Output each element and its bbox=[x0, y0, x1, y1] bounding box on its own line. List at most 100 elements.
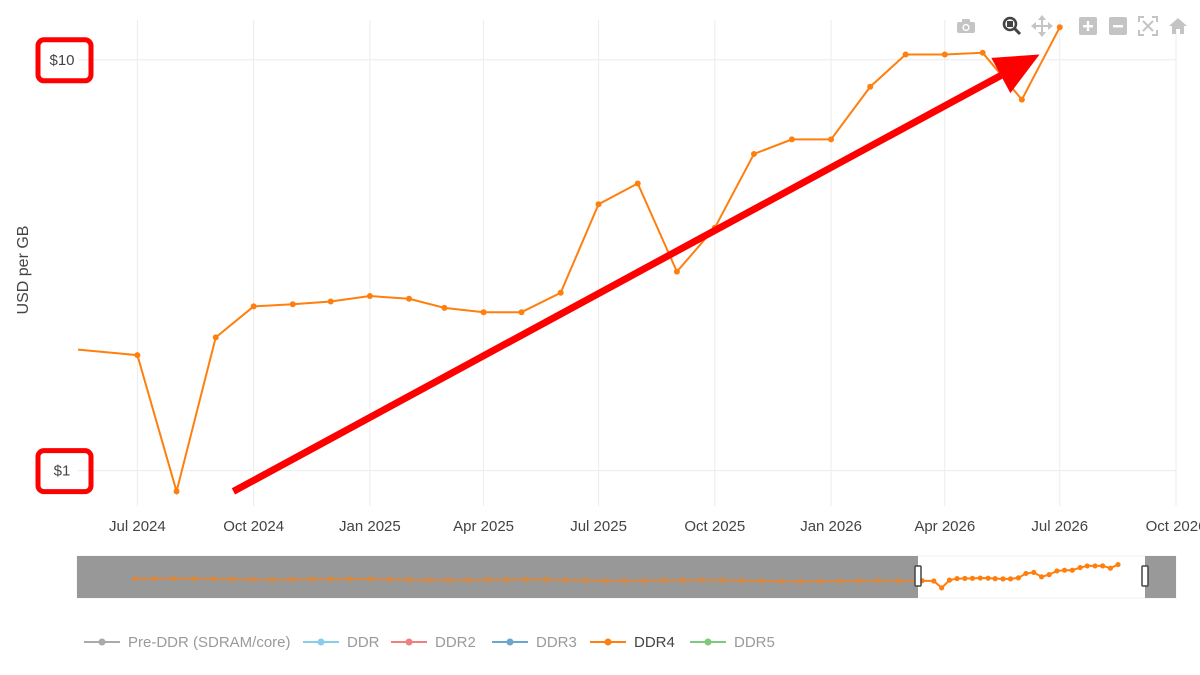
x-tick-label: Jul 2024 bbox=[109, 518, 166, 535]
series-line-ddr4 bbox=[78, 26, 1061, 496]
range-slider[interactable] bbox=[76, 555, 1177, 599]
range-slider-point bbox=[328, 576, 334, 582]
plot-area[interactable] bbox=[78, 24, 1063, 496]
camera-icon[interactable] bbox=[954, 14, 978, 38]
range-slider-handle-right[interactable] bbox=[1141, 565, 1149, 587]
range-slider-point bbox=[817, 578, 823, 584]
modebar bbox=[954, 14, 1190, 38]
x-tick-label: Oct 2026 bbox=[1146, 518, 1200, 535]
data-point[interactable] bbox=[327, 298, 334, 305]
pan-icon[interactable] bbox=[1030, 14, 1054, 38]
data-point[interactable] bbox=[134, 352, 141, 359]
data-point[interactable] bbox=[595, 201, 602, 208]
x-tick-label: Jul 2026 bbox=[1031, 518, 1088, 535]
range-slider-point bbox=[931, 578, 937, 584]
data-point[interactable] bbox=[366, 293, 373, 300]
range-slider-point bbox=[837, 578, 843, 584]
x-tick-label: Oct 2024 bbox=[223, 518, 284, 535]
y-tick-label: $10 bbox=[49, 52, 74, 69]
range-slider-point bbox=[1007, 576, 1014, 582]
data-point[interactable] bbox=[979, 49, 986, 56]
range-slider-point bbox=[465, 577, 471, 583]
data-point[interactable] bbox=[173, 488, 180, 495]
range-slider-point bbox=[660, 577, 667, 584]
range-slider-point bbox=[230, 576, 236, 582]
range-slider-point bbox=[719, 577, 725, 583]
range-slider-point bbox=[406, 577, 412, 583]
reset-axes-icon[interactable] bbox=[1166, 14, 1190, 38]
data-point[interactable] bbox=[941, 51, 948, 58]
data-point[interactable] bbox=[406, 295, 413, 302]
range-slider-point bbox=[962, 575, 968, 582]
legend-label: DDR bbox=[347, 634, 380, 651]
legend-swatch-marker bbox=[506, 638, 514, 646]
highlight-box bbox=[35, 37, 94, 84]
range-slider-point bbox=[445, 577, 451, 583]
range-slider-point bbox=[1077, 564, 1083, 571]
range-slider-mask-right bbox=[1145, 556, 1176, 598]
range-slider-mask-overlay bbox=[77, 556, 918, 598]
range-slider-point bbox=[946, 577, 953, 583]
series-group bbox=[78, 24, 1063, 496]
data-point[interactable] bbox=[828, 136, 835, 143]
range-slider-handle-left[interactable] bbox=[914, 565, 922, 587]
range-slider-point bbox=[484, 577, 490, 583]
data-point[interactable] bbox=[250, 303, 257, 310]
data-point[interactable] bbox=[788, 136, 795, 143]
data-point[interactable] bbox=[557, 289, 564, 296]
x-tick-label: Jan 2025 bbox=[339, 518, 401, 535]
data-point[interactable] bbox=[480, 309, 487, 316]
range-slider-point bbox=[1046, 572, 1052, 578]
range-slider-point bbox=[1031, 569, 1037, 576]
legend-label: DDR3 bbox=[536, 634, 577, 651]
legend-item[interactable]: DDR3 bbox=[492, 634, 577, 651]
data-point[interactable] bbox=[289, 301, 296, 308]
legend-item[interactable]: Pre-DDR (SDRAM/core) bbox=[84, 634, 291, 651]
data-point[interactable] bbox=[634, 180, 641, 187]
data-point[interactable] bbox=[1056, 24, 1063, 31]
range-slider-point bbox=[876, 578, 882, 584]
x-axis: Jul 2024 Oct 2024 Jan 2025 Apr 2025 Jul 2025… bbox=[109, 518, 1200, 535]
range-slider-point bbox=[523, 576, 530, 583]
data-point[interactable] bbox=[673, 268, 680, 275]
legend[interactable]: Pre-DDR (SDRAM/core) DDR DDR2 DDR3 DDR4 DDR5 bbox=[84, 634, 775, 651]
zoom-icon[interactable] bbox=[1000, 14, 1024, 38]
range-slider-point bbox=[1015, 575, 1021, 581]
data-point[interactable] bbox=[867, 83, 874, 90]
data-point[interactable] bbox=[902, 51, 909, 58]
data-point[interactable] bbox=[518, 309, 525, 316]
range-slider-mask-left bbox=[77, 556, 918, 598]
data-point[interactable] bbox=[1018, 96, 1025, 103]
x-tick-label: Jul 2025 bbox=[570, 518, 627, 535]
legend-item[interactable]: DDR4 bbox=[590, 634, 675, 651]
range-slider-point bbox=[797, 578, 804, 585]
range-slider-point bbox=[426, 577, 432, 583]
range-slider-point bbox=[969, 575, 976, 581]
range-slider-point bbox=[249, 576, 256, 583]
y-axis: $1 $10 bbox=[49, 52, 74, 480]
zoom-in-icon[interactable] bbox=[1076, 14, 1100, 38]
range-slider-point bbox=[739, 577, 745, 584]
legend-item[interactable]: DDR bbox=[303, 634, 380, 651]
legend-label: Pre-DDR (SDRAM/core) bbox=[128, 634, 291, 651]
range-slider-point bbox=[985, 575, 991, 581]
zoom-out-icon[interactable] bbox=[1106, 14, 1130, 38]
data-point[interactable] bbox=[750, 150, 757, 157]
range-slider-point bbox=[778, 578, 784, 584]
trend-arrow-head bbox=[991, 54, 1040, 94]
range-slider-point bbox=[1107, 565, 1114, 571]
data-point[interactable] bbox=[441, 304, 448, 311]
range-slider-point bbox=[895, 578, 902, 584]
annotations bbox=[35, 37, 1040, 495]
range-slider-point bbox=[1000, 576, 1006, 582]
range-slider-point bbox=[856, 578, 862, 584]
data-point[interactable] bbox=[212, 334, 219, 341]
range-slider-point bbox=[1038, 574, 1045, 580]
legend-item[interactable]: DDR2 bbox=[391, 634, 476, 651]
autoscale-icon[interactable] bbox=[1136, 14, 1160, 38]
range-slider-point bbox=[1100, 563, 1106, 569]
range-slider-point bbox=[504, 576, 510, 583]
legend-item[interactable]: DDR5 bbox=[690, 634, 775, 651]
range-slider-point bbox=[1023, 570, 1029, 577]
